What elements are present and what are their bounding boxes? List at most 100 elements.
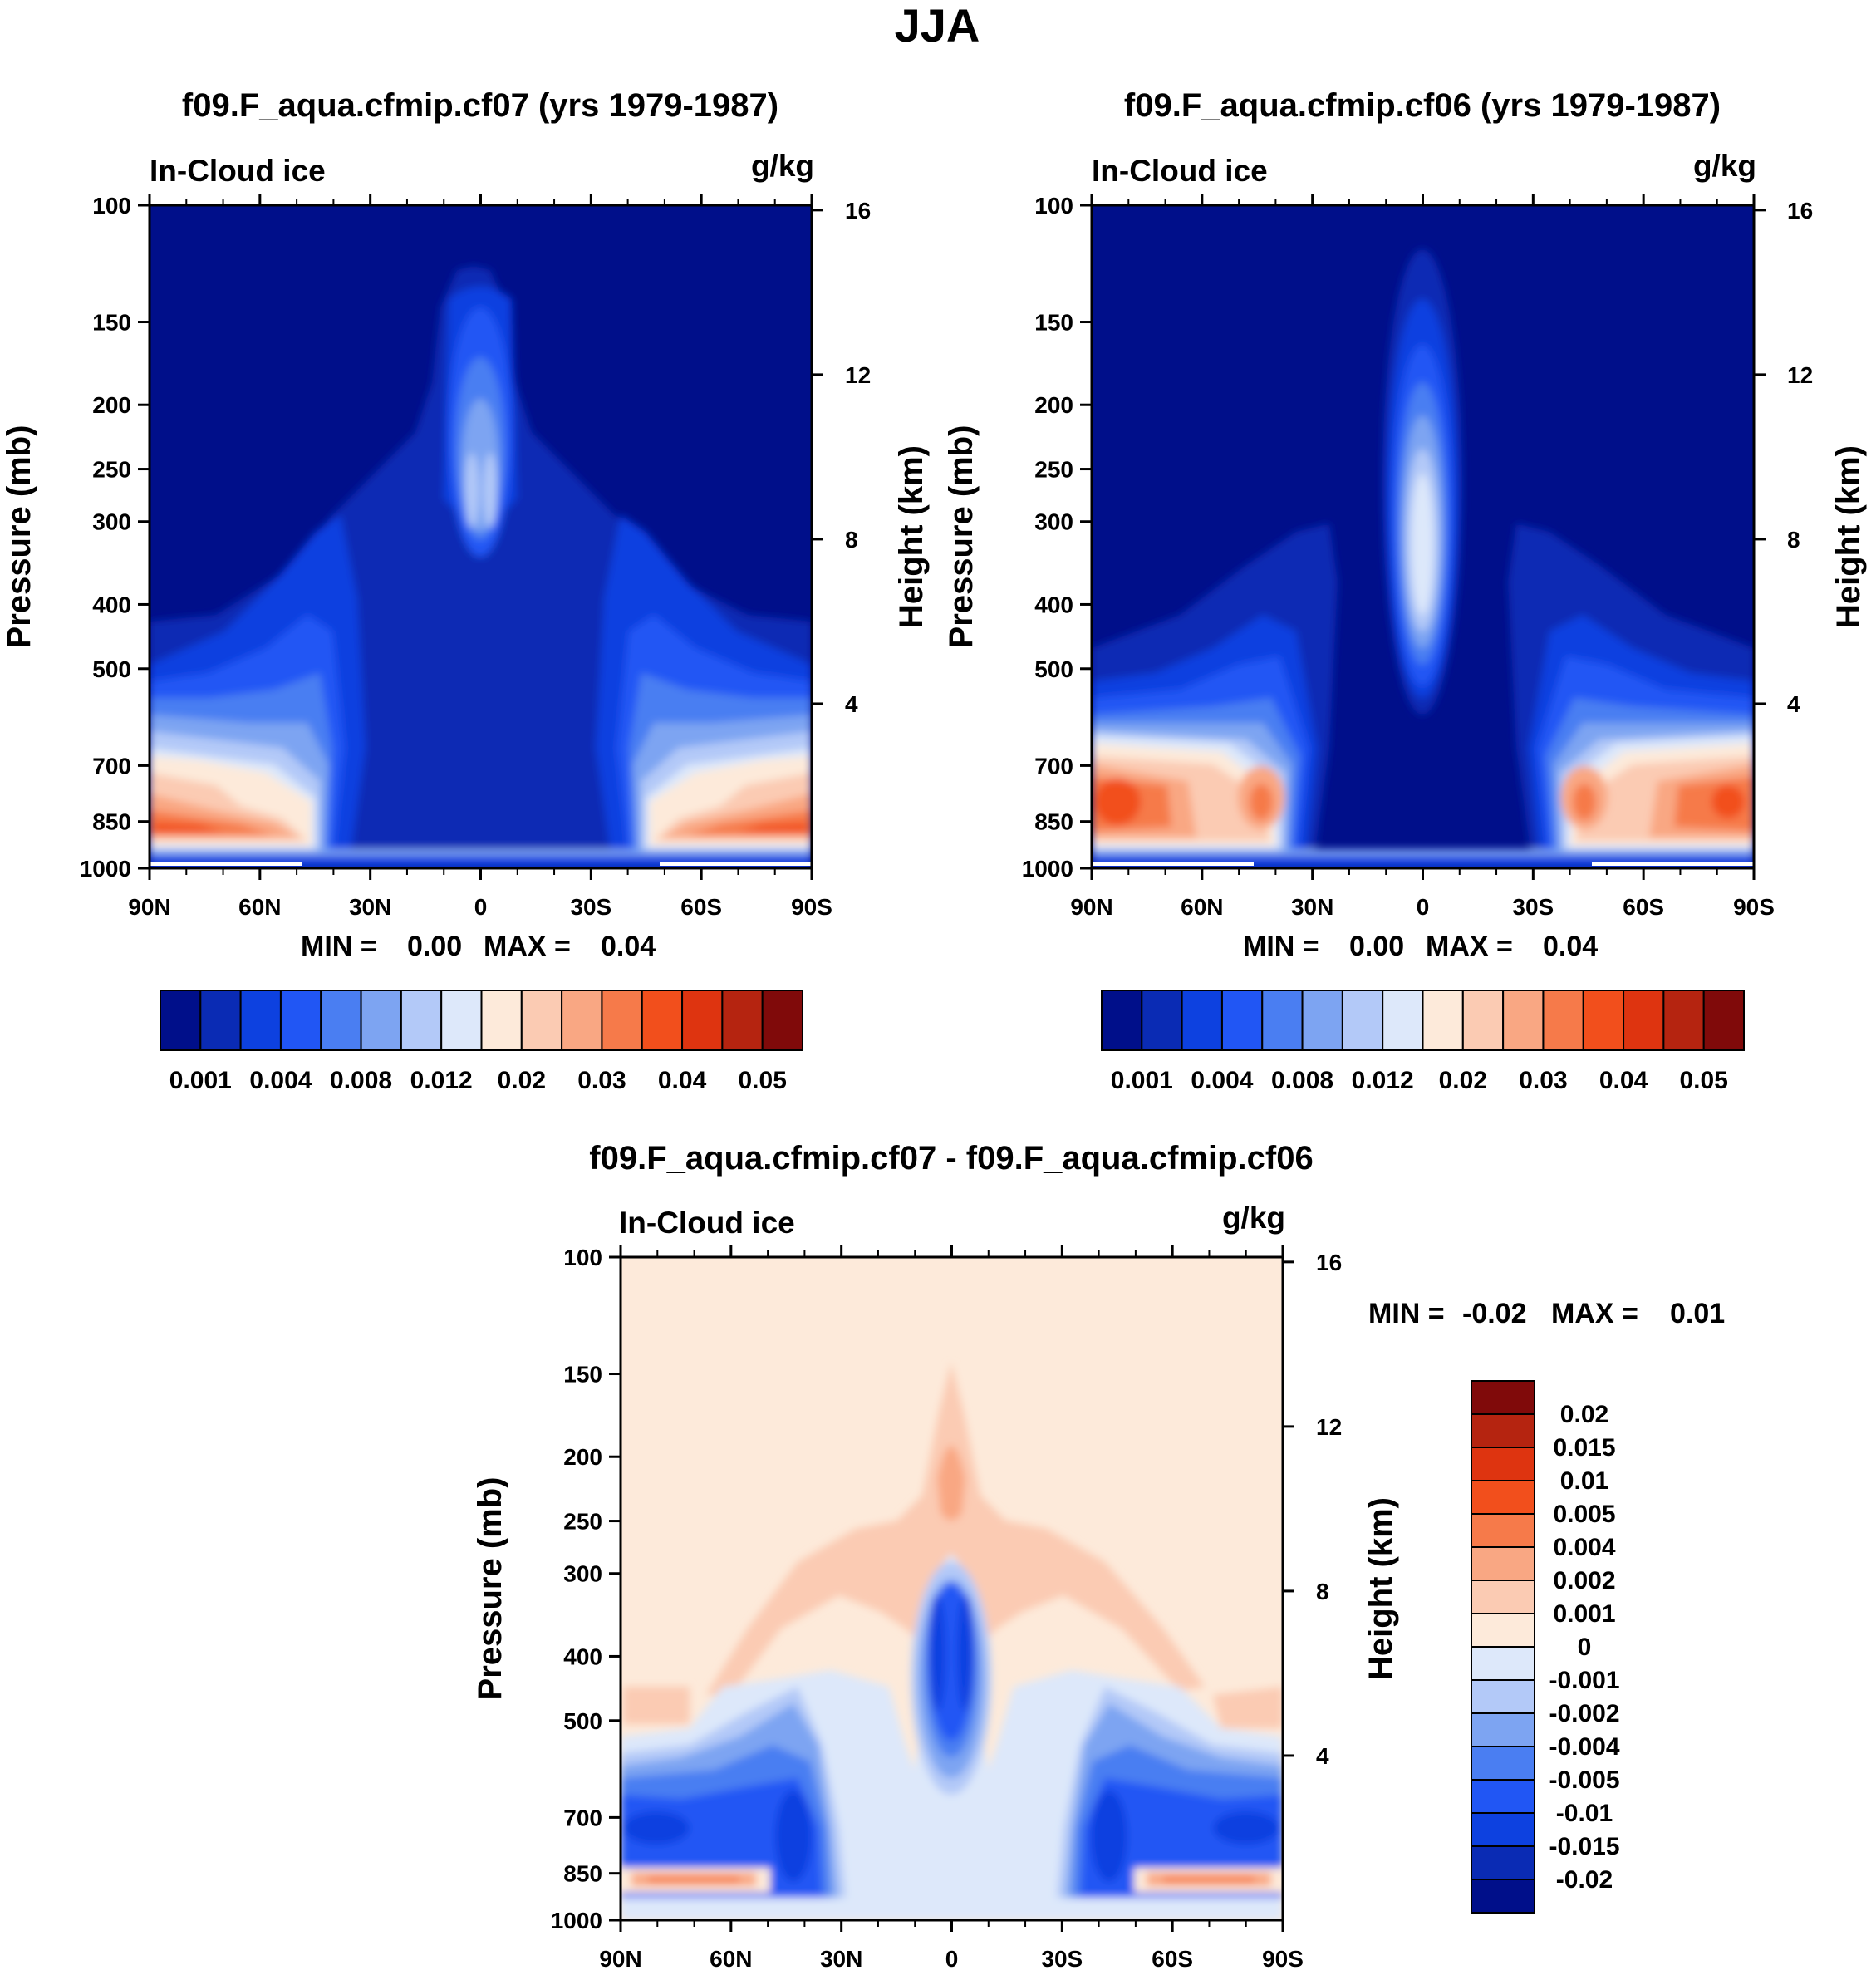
colorbar-swatch [440, 990, 483, 1051]
y-tick-label: 200 [1034, 392, 1073, 418]
stats-line: MIN = 0.00 MAX = 0.04 [1243, 931, 1598, 962]
y-tick-label: 300 [92, 509, 131, 535]
colorbar-label: 0.02 [1560, 1401, 1608, 1428]
stats-line: MIN = 0.00 MAX = 0.04 [301, 931, 656, 962]
colorbar-label: 0 [1578, 1634, 1592, 1661]
x-tick-label: 60N [710, 1946, 752, 1972]
units-label: g/kg [1222, 1201, 1285, 1235]
colorbar-swatch [1220, 990, 1264, 1051]
colorbar-swatch [1471, 1413, 1535, 1448]
colorbar-label: 0.02 [498, 1067, 546, 1094]
figure-title: JJA [895, 0, 980, 52]
surface-band [150, 856, 812, 868]
x-tick-label: 90S [1733, 894, 1775, 920]
x-tick-label: 30N [349, 894, 391, 920]
colorbar-swatch [1582, 990, 1625, 1051]
y-tick-label: 100 [563, 1245, 602, 1270]
contour-level-10 [937, 1446, 965, 1521]
y2-tick-label: 4 [1787, 691, 1800, 717]
y2-tick-label: 8 [845, 527, 858, 553]
colorbar-swatch [1341, 990, 1384, 1051]
colorbar-label: 0.004 [249, 1067, 312, 1094]
min-value: 0.00 [1349, 931, 1404, 962]
colorbar-swatch [520, 990, 563, 1051]
y2-tick-label: 12 [1787, 362, 1813, 388]
colorbar-label: 0.04 [658, 1067, 707, 1094]
contour-field [621, 1257, 1283, 1920]
colorbar-label: -0.002 [1549, 1700, 1619, 1727]
colorbar-label: -0.01 [1556, 1800, 1613, 1827]
colorbar-swatch [1471, 1812, 1535, 1847]
y2-axis-label: Height (km) [1363, 1497, 1399, 1680]
contour-level-9 [623, 1687, 690, 1724]
low-level-band [1163, 1876, 1255, 1883]
colorbar-swatch [761, 990, 803, 1051]
low-level-band [648, 1876, 739, 1883]
contour-level-2 [957, 1595, 974, 1712]
stats-line: MIN = -0.02 MAX = 0.01 [1368, 1298, 1725, 1329]
x-tick-label: 30S [570, 894, 611, 920]
colorbar-label: -0.015 [1549, 1833, 1619, 1860]
y-tick-label: 150 [1034, 310, 1073, 336]
colorbar-swatch [1502, 990, 1545, 1051]
colorbar-label: 0.004 [1553, 1534, 1615, 1561]
colorbar-swatch [641, 990, 684, 1051]
colorbar-swatch [1471, 1646, 1535, 1681]
variable-label: In-Cloud ice [150, 154, 326, 188]
colorbar-label: -0.004 [1549, 1733, 1619, 1761]
contour-level-9 [1213, 1687, 1283, 1728]
contour-level-2 [929, 1595, 945, 1712]
contour-level-12 [1094, 779, 1141, 825]
x-tick-label: 0 [1417, 894, 1430, 920]
surface-band [621, 1898, 1283, 1920]
topography-line [1092, 862, 1254, 866]
colorbar-swatch [561, 990, 603, 1051]
panel-title: f09.F_aqua.cfmip.cf07 - f09.F_aqua.cfmip… [589, 1140, 1313, 1177]
contour-level-12 [737, 823, 808, 833]
contour-level-12 [154, 823, 224, 833]
colorbar-label: -0.005 [1549, 1766, 1619, 1794]
colorbar-swatch [1471, 1613, 1535, 1648]
y2-tick-label: 16 [1787, 198, 1813, 224]
y-tick-label: 400 [1034, 592, 1073, 617]
colorbar-swatch [601, 990, 643, 1051]
colorbar-label: 0.015 [1553, 1434, 1615, 1462]
colorbar-label: -0.02 [1556, 1866, 1613, 1894]
min-label: MIN = [1368, 1298, 1445, 1329]
topography-line [1592, 862, 1754, 866]
x-tick-label: 90S [1262, 1946, 1304, 1972]
x-tick-label: 30N [1291, 894, 1333, 920]
y-tick-label: 400 [92, 592, 131, 617]
contour-field [150, 205, 812, 868]
y2-tick-label: 16 [845, 198, 871, 224]
x-tick-label: 60S [1623, 894, 1664, 920]
colorbar-swatch [1471, 1580, 1535, 1614]
y-tick-label: 100 [92, 193, 131, 219]
contour-level-11 [1250, 784, 1273, 820]
colorbar-label: 0.002 [1553, 1567, 1615, 1594]
y-tick-label: 1000 [1022, 856, 1073, 882]
colorbar-swatch [1702, 990, 1745, 1051]
colorbar-label: 0.05 [738, 1067, 786, 1094]
y2-tick-label: 4 [845, 691, 858, 717]
variable-label: In-Cloud ice [619, 1206, 795, 1240]
colorbar-swatch [721, 990, 764, 1051]
contour-level-9 [706, 1363, 1205, 1712]
colorbar-label: 0.004 [1191, 1067, 1253, 1094]
contour-level-2 [1091, 1791, 1127, 1882]
y-tick-label: 850 [563, 1861, 602, 1887]
y-tick-label: 300 [563, 1561, 602, 1587]
colorbar-swatch [199, 990, 242, 1051]
colorbar-swatch [1181, 990, 1223, 1051]
x-tick-label: 90N [599, 1946, 641, 1972]
y-tick-label: 200 [563, 1444, 602, 1470]
units-label: g/kg [751, 149, 814, 183]
y2-tick-label: 12 [845, 362, 871, 388]
colorbar-swatch [681, 990, 724, 1051]
colorbar-swatch [1471, 1380, 1535, 1415]
colorbar-swatch [160, 990, 202, 1051]
x-tick-label: 60N [1181, 894, 1223, 920]
surface-band [1092, 856, 1754, 868]
contour-level-12 [1711, 785, 1745, 818]
contour-level-2 [775, 1791, 812, 1882]
